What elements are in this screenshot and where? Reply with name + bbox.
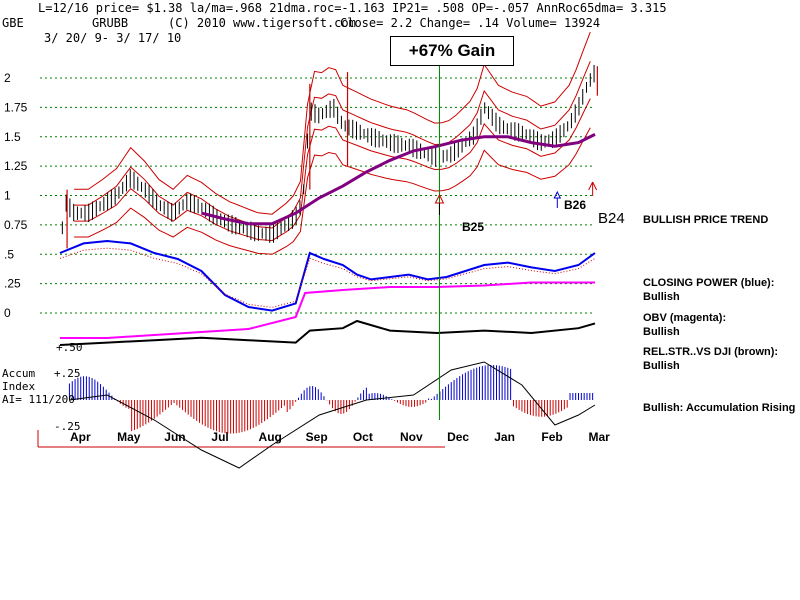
signal-b26: B26 <box>564 198 587 212</box>
inner-lower-band <box>74 98 591 242</box>
closing-power-line <box>59 239 596 312</box>
x-tick-label: Oct <box>353 430 373 444</box>
x-tick-label: Aug <box>259 430 282 444</box>
x-tick-label: Feb <box>541 430 562 444</box>
accum-index-label: Index <box>2 380 36 393</box>
accum-plus25: +.25 <box>54 367 81 380</box>
obv-line <box>60 281 595 339</box>
date-range: 3/ 20/ 9- 3/ 17/ 10 <box>44 31 182 45</box>
obv-value: Bullish <box>643 326 680 338</box>
y-tick-label: .5 <box>4 247 14 261</box>
trend-label: BULLISH PRICE TREND <box>643 214 769 226</box>
y-tick-label: 0.75 <box>4 218 28 232</box>
accum-ai: AI= 111/200 <box>2 393 75 406</box>
y-tick-label: 0 <box>4 306 11 320</box>
symbol-label: GBE <box>2 16 24 30</box>
x-tick-label: Sep <box>306 430 328 444</box>
obv-title: OBV (magenta): <box>643 312 727 324</box>
y-tick-label: 1.75 <box>4 100 28 114</box>
x-tick-label: Nov <box>400 430 423 444</box>
x-tick-label: Dec <box>447 430 469 444</box>
accum-ma-line <box>69 361 596 469</box>
accum-plus50: +.50 <box>56 341 83 354</box>
x-tick-label: Jun <box>164 430 185 444</box>
y-tick-label: 2 <box>4 71 11 85</box>
inner-upper-band <box>74 61 591 229</box>
closing-power-value: Bullish <box>643 291 680 303</box>
upper-band <box>74 31 591 215</box>
x-tick-label: Jul <box>211 430 228 444</box>
accum-minus25: -.25 <box>54 420 81 433</box>
y-tick-label: .25 <box>4 277 21 291</box>
accum-title: Accum <box>2 367 36 380</box>
company-label: GRUBB <box>92 16 129 30</box>
close-change-volume: Close= 2.2 Change= .14 Volume= 13924 <box>340 16 601 30</box>
lower-band <box>74 127 591 255</box>
signal-b25: B25 <box>462 220 485 234</box>
moving-average-line <box>201 133 596 226</box>
signal-b24: B24 <box>598 210 625 227</box>
x-tick-label: Mar <box>589 430 611 444</box>
header-line1: L=12/16 price= $1.38 la/ma=.968 21dma.ro… <box>38 1 667 15</box>
x-tick-label: Jan <box>494 430 515 444</box>
x-tick-label: May <box>117 430 141 444</box>
up-arrow <box>588 181 598 196</box>
closing-power-ma <box>59 247 596 308</box>
copyright-label: (C) 2010 www.tigersoft.com <box>168 16 356 30</box>
relative-strength-line <box>59 319 596 346</box>
x-tick-label: Apr <box>70 430 91 444</box>
y-tick-label: 1.25 <box>4 159 28 173</box>
y-tick-label: 1 <box>4 189 11 203</box>
gain-box: +67% Gain <box>390 36 514 66</box>
accum-status: Bullish: Accumulation Rising <box>643 402 796 414</box>
relstr-title: REL.STR..VS DJI (brown): <box>643 346 779 358</box>
y-tick-label: 1.5 <box>4 130 21 144</box>
relstr-value: Bullish <box>643 360 680 372</box>
closing-power-title: CLOSING POWER (blue): <box>643 277 775 289</box>
